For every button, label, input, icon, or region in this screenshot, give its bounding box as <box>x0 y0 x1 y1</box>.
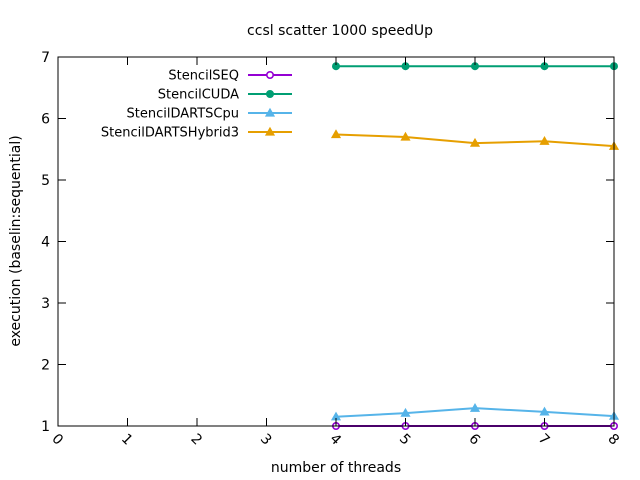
legend-label: StencilDARTSCpu <box>127 107 239 122</box>
x-tick-label: 6 <box>465 431 483 449</box>
legend-entry-stencildartscpu: StencilDARTSCpu <box>127 107 292 122</box>
x-tick-label: 7 <box>535 431 553 449</box>
y-tick-label: 1 <box>41 419 50 435</box>
data-point-stencildartshybrid3 <box>469 137 481 147</box>
legend-entry-stencildartshybrid3: StencilDARTSHybrid3 <box>101 126 292 141</box>
y-axis-label: execution (baselin:sequential) <box>8 135 24 346</box>
data-point-stencildartscpu <box>469 402 481 412</box>
x-axis-label: number of threads <box>271 460 401 476</box>
y-tick-label: 3 <box>41 296 50 312</box>
x-tick-label: 3 <box>257 431 275 449</box>
x-tick-label: 2 <box>187 431 205 449</box>
legend-marker <box>265 90 274 99</box>
legend-label: StencilCUDA <box>158 88 239 103</box>
x-tick-label: 1 <box>118 431 136 449</box>
y-tick-label: 7 <box>41 50 50 66</box>
y-tick-label: 5 <box>41 173 50 189</box>
legend-marker <box>264 107 276 117</box>
chart-title: ccsl scatter 1000 speedUp <box>247 23 433 39</box>
legend: StencilSEQ StencilCUDA StencilDARTSCpu Sten… <box>101 69 292 141</box>
data-point-stencildartshybrid3 <box>330 129 342 139</box>
series-stencildartshybrid3 <box>330 129 620 150</box>
series-stencildartscpu <box>330 402 620 421</box>
x-tick-label: 4 <box>326 431 344 449</box>
legend-marker <box>265 71 274 80</box>
data-point-stencildartshybrid3 <box>539 136 550 145</box>
y-axis: 1 2 3 4 5 6 7 <box>41 50 614 435</box>
legend-entry-stencilseq: StencilSEQ <box>168 69 292 84</box>
y-tick-label: 2 <box>41 358 50 374</box>
x-tick-label: 5 <box>396 431 414 449</box>
y-tick-label: 4 <box>41 235 50 251</box>
legend-entry-stencilcuda: StencilCUDA <box>158 88 292 103</box>
legend-label: StencilSEQ <box>168 69 239 84</box>
data-point-stencildartscpu <box>539 406 550 416</box>
y-tick-label: 6 <box>41 112 50 128</box>
plot-area <box>330 62 620 430</box>
series-stencilcuda <box>331 62 618 71</box>
x-tick-label: 0 <box>48 431 66 449</box>
data-point-stencildartshybrid3 <box>400 131 411 141</box>
x-tick-label: 8 <box>604 431 622 449</box>
legend-label: StencilDARTSHybrid3 <box>101 126 239 141</box>
legend-marker <box>264 126 276 136</box>
data-point-stencildartscpu <box>400 407 411 417</box>
